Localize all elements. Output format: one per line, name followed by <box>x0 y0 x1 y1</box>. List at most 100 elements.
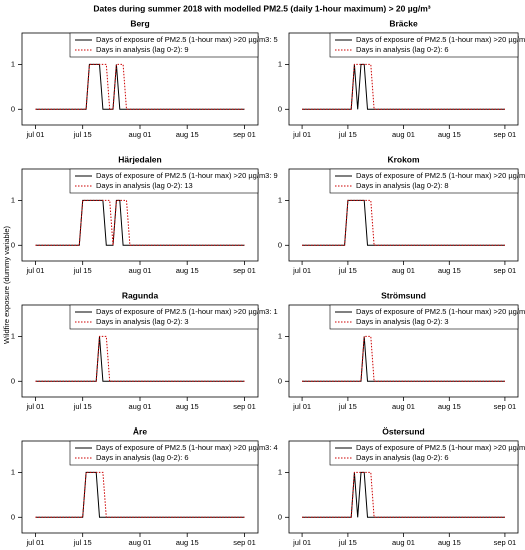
legend-label: Days of exposure of PM2.5 (1-hour max) >… <box>96 443 278 452</box>
panel-title: Berg <box>130 18 149 28</box>
series-line <box>35 471 245 518</box>
y-tick-label: 1 <box>11 467 15 476</box>
series-line <box>302 63 505 110</box>
y-tick-label: 0 <box>278 376 282 385</box>
y-tick-label: 0 <box>11 240 15 249</box>
x-tick-label: aug 01 <box>392 538 415 547</box>
x-tick-label: aug 15 <box>438 266 461 275</box>
x-tick-label: jul 01 <box>26 130 45 139</box>
y-tick-label: 1 <box>11 195 15 204</box>
panel-title: Härjedalen <box>118 154 161 164</box>
x-tick-label: sep 01 <box>233 130 256 139</box>
y-tick-label: 0 <box>11 376 15 385</box>
legend-box <box>329 32 519 58</box>
y-tick-label: 1 <box>11 59 15 68</box>
series-line <box>35 63 245 110</box>
legend-label: Days of exposure of PM2.5 (1-hour max) >… <box>356 443 525 452</box>
legend-label: Days of exposure of PM2.5 (1-hour max) >… <box>96 307 278 316</box>
x-tick-label: sep 01 <box>233 266 256 275</box>
y-tick-label: 1 <box>278 467 282 476</box>
legend-label: Days of exposure of PM2.5 (1-hour max) >… <box>356 35 525 44</box>
series-line <box>35 63 245 110</box>
series-line <box>35 336 245 382</box>
legend-label: Days in analysis (lag 0-2): 3 <box>96 317 189 326</box>
x-tick-label: jul 01 <box>292 538 311 547</box>
x-tick-label: aug 01 <box>392 266 415 275</box>
series-line <box>302 471 505 518</box>
panel-title: Östersund <box>382 426 425 436</box>
x-tick-label: aug 15 <box>176 538 199 547</box>
x-tick-label: aug 01 <box>129 266 152 275</box>
x-tick-label: aug 01 <box>129 130 152 139</box>
legend-label: Days in analysis (lag 0-2): 8 <box>356 181 449 190</box>
x-tick-label: aug 15 <box>438 538 461 547</box>
x-tick-label: jul 01 <box>26 538 45 547</box>
legend-label: Days of exposure of PM2.5 (1-hour max) >… <box>96 35 278 44</box>
panel-title: Åre <box>133 426 147 436</box>
x-tick-label: aug 15 <box>438 130 461 139</box>
figure-title: Dates during summer 2018 with modelled P… <box>93 3 430 13</box>
legend-box <box>69 168 259 194</box>
x-tick-label: jul 15 <box>338 538 357 547</box>
y-tick-label: 0 <box>278 240 282 249</box>
series-line <box>302 199 505 246</box>
x-tick-label: aug 15 <box>176 266 199 275</box>
panel-title: Krokom <box>387 154 420 164</box>
x-tick-label: sep 01 <box>494 538 517 547</box>
x-tick-label: aug 15 <box>176 130 199 139</box>
panel-title: Strömsund <box>381 290 426 300</box>
x-tick-label: aug 01 <box>392 402 415 411</box>
x-tick-label: jul 01 <box>26 402 45 411</box>
y-tick-label: 1 <box>11 331 15 340</box>
series-line <box>302 336 505 382</box>
legend-label: Days of exposure of PM2.5 (1-hour max) >… <box>96 171 278 180</box>
y-tick-label: 1 <box>278 331 282 340</box>
y-tick-label: 1 <box>278 59 282 68</box>
legend-label: Days in analysis (lag 0-2): 6 <box>356 45 449 54</box>
legend-box <box>329 304 519 330</box>
x-tick-label: sep 01 <box>233 402 256 411</box>
x-tick-label: sep 01 <box>494 266 517 275</box>
x-tick-label: aug 15 <box>176 402 199 411</box>
y-tick-label: 0 <box>11 104 15 113</box>
series-line <box>302 63 505 110</box>
legend-label: Days in analysis (lag 0-2): 6 <box>356 453 449 462</box>
series-line <box>35 199 245 246</box>
legend-label: Days of exposure of PM2.5 (1-hour max) >… <box>356 307 525 316</box>
x-tick-label: aug 01 <box>392 130 415 139</box>
legend-label: Days in analysis (lag 0-2): 9 <box>96 45 189 54</box>
x-tick-label: aug 15 <box>438 402 461 411</box>
series-line <box>302 471 505 518</box>
x-tick-label: jul 15 <box>73 266 92 275</box>
x-tick-label: jul 01 <box>292 130 311 139</box>
x-tick-label: aug 01 <box>129 538 152 547</box>
x-tick-label: jul 15 <box>338 402 357 411</box>
legend-box <box>69 32 259 58</box>
y-tick-label: 0 <box>278 512 282 521</box>
x-tick-label: jul 15 <box>73 402 92 411</box>
x-tick-label: sep 01 <box>494 130 517 139</box>
x-tick-label: jul 01 <box>292 266 311 275</box>
x-tick-label: sep 01 <box>494 402 517 411</box>
y-axis-label: Wildfire exposure (dummy variable) <box>2 226 11 344</box>
x-tick-label: jul 01 <box>292 402 311 411</box>
legend-box <box>329 440 519 466</box>
legend-label: Days of exposure of PM2.5 (1-hour max) >… <box>356 171 525 180</box>
series-line <box>302 335 505 382</box>
legend-box <box>329 168 519 194</box>
legend-box <box>69 440 259 466</box>
legend-label: Days in analysis (lag 0-2): 3 <box>356 317 449 326</box>
x-tick-label: jul 15 <box>73 130 92 139</box>
panel-title: Bräcke <box>389 18 418 28</box>
y-tick-label: 0 <box>278 104 282 113</box>
x-tick-label: jul 15 <box>73 538 92 547</box>
series-line <box>35 335 245 382</box>
series-line <box>302 199 505 246</box>
y-tick-label: 1 <box>278 195 282 204</box>
legend-box <box>69 304 259 330</box>
series-line <box>35 471 245 518</box>
x-tick-label: jul 15 <box>338 130 357 139</box>
series-line <box>35 199 245 246</box>
